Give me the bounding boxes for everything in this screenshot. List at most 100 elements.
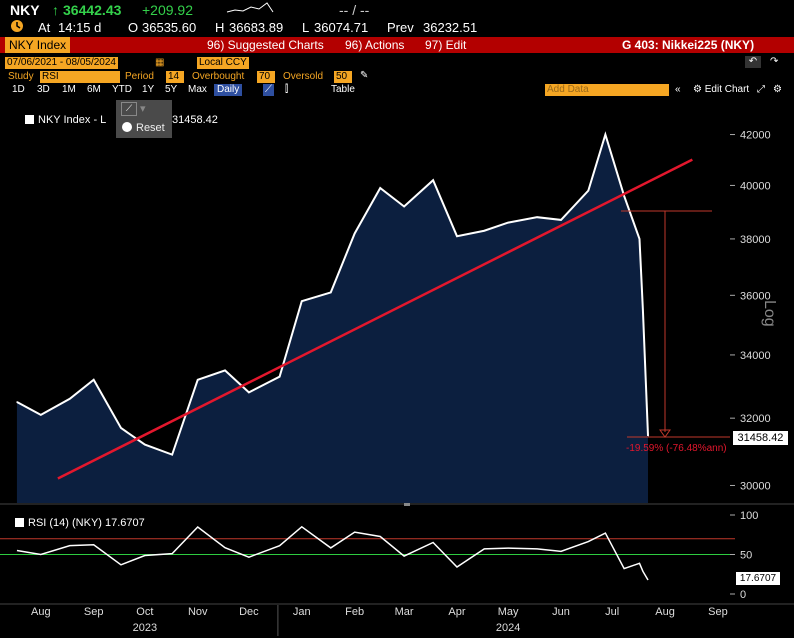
overbought-label: Overbought	[192, 71, 245, 82]
range-max[interactable]: Max	[188, 84, 207, 95]
at-label: At	[38, 20, 51, 35]
sparkline-icon	[225, 0, 275, 19]
rsi-legend[interactable]: RSI (14) (NKY) 17.6707	[15, 517, 145, 529]
rsi-tick-label: 0	[740, 589, 746, 601]
reset-button[interactable]: Reset	[122, 122, 165, 134]
redo-icon[interactable]: ↷	[770, 56, 779, 67]
chart-legend[interactable]: NKY Index - L 31458.42	[25, 114, 218, 132]
reset-panel: ⟋ ▾ Reset	[116, 100, 172, 138]
study-select[interactable]: RSI	[40, 71, 120, 83]
range-toolbar: 1D 3D 1M 6M YTD 1Y 5Y Max Daily ⟋ ⫿ Tabl…	[0, 83, 794, 97]
oversold-field[interactable]: 50	[334, 71, 352, 83]
high-value: 36683.89	[229, 20, 284, 35]
fullscreen-icon[interactable]: ⤢	[757, 84, 765, 95]
overbought-field[interactable]: 70	[257, 71, 275, 83]
rsi-swatch-icon	[15, 518, 24, 527]
x-tick-label: Jan	[293, 606, 311, 618]
period-label: Period	[125, 71, 154, 82]
zoom-icon[interactable]: ⟋	[121, 102, 137, 116]
settings-gear-icon[interactable]: ⚙	[773, 84, 782, 95]
rsi-line	[16, 525, 649, 581]
reset-label: Reset	[136, 122, 165, 134]
last-price: 36442.43	[63, 2, 122, 18]
quote-details: At 14:15 d O 36535.60 H 36683.89 L 36074…	[0, 18, 794, 36]
rsi-value-tag: 17.6707	[736, 572, 780, 585]
price-line	[16, 131, 650, 456]
x-tick-label: Nov	[188, 606, 208, 618]
range-ytd[interactable]: YTD	[112, 84, 132, 95]
collapse-icon[interactable]: «	[675, 84, 681, 95]
edit-menu[interactable]: 97) Edit	[425, 38, 467, 52]
x-tick-label: Sep	[708, 606, 728, 618]
y-tick-label: 34000	[740, 350, 771, 362]
date-range-field[interactable]: 07/06/2021 - 08/05/2024	[5, 57, 118, 69]
x-tick-label: Feb	[345, 606, 364, 618]
edit-chart-label: Edit Chart	[704, 84, 750, 95]
price-area	[16, 134, 649, 504]
x-tick-label: Mar	[395, 606, 414, 618]
drop-measure[interactable]: -19.59% (-76.48%ann)	[621, 210, 730, 454]
ticker-row: NKY ↑ 36442.43 +209.92 -- / --	[0, 0, 794, 20]
x-tick-label: Dec	[239, 606, 259, 618]
year-label: 2023	[133, 622, 157, 634]
period-field[interactable]: 14	[166, 71, 184, 83]
range-6m[interactable]: 6M	[87, 84, 101, 95]
prev-value: 36232.51	[423, 20, 478, 35]
suggested-charts-menu[interactable]: 96) Suggested Charts	[207, 38, 324, 52]
y-tick-label: 36000	[740, 290, 771, 302]
y-tick-label: 30000	[740, 480, 771, 492]
dropdown-icon[interactable]: ▾	[140, 103, 146, 115]
up-arrow-icon: ↑	[52, 2, 59, 18]
x-tick-label: May	[498, 606, 519, 618]
range-5y[interactable]: 5Y	[165, 84, 178, 95]
oversold-label: Oversold	[283, 71, 324, 82]
x-tick-label: Sep	[84, 606, 104, 618]
last-price-tag: 31458.42	[733, 431, 788, 445]
open-value: 36535.60	[142, 20, 197, 35]
x-tick-label: Apr	[448, 606, 465, 618]
x-tick-label: Oct	[136, 606, 153, 618]
clock-icon	[10, 19, 24, 36]
ticker-symbol[interactable]: NKY	[10, 2, 40, 18]
low-value: 36074.71	[314, 20, 369, 35]
currency-select[interactable]: Local CCY	[197, 57, 249, 69]
bar-chart-icon[interactable]: ⫿	[285, 84, 289, 95]
bid-ask: -- / --	[339, 2, 370, 18]
trendline[interactable]	[57, 158, 693, 480]
legend-value: 31458.42	[172, 114, 218, 126]
prev-label: Prev	[387, 20, 414, 35]
log-label: Log	[761, 300, 778, 327]
menu-bar: NKY Index 96) Suggested Charts 96) Actio…	[0, 37, 794, 53]
rsi-tick-label: 50	[740, 550, 752, 562]
legend-label: NKY Index - L	[38, 114, 107, 126]
price-chart[interactable]: -19.59% (-76.48%ann) 42000 40000 38000 3600…	[0, 97, 794, 638]
rsi-legend-label: RSI (14) (NKY) 17.6707	[28, 517, 145, 529]
edit-chart-button[interactable]: ⚙ Edit Chart	[693, 84, 750, 95]
line-chart-icon[interactable]: ⟋	[263, 84, 274, 96]
range-3d[interactable]: 3D	[37, 84, 50, 95]
pencil-icon[interactable]: ✎	[360, 70, 369, 81]
pane-splitter[interactable]	[404, 503, 410, 506]
reset-icon	[122, 122, 132, 132]
quote-time: 14:15 d	[58, 20, 102, 35]
net-change: +209.92	[142, 2, 193, 18]
range-1m[interactable]: 1M	[62, 84, 76, 95]
high-label: H	[215, 20, 225, 35]
year-label: 2024	[496, 622, 520, 634]
range-1y[interactable]: 1Y	[142, 84, 155, 95]
security-field[interactable]: NKY Index	[5, 37, 71, 53]
actions-menu[interactable]: 96) Actions	[345, 38, 405, 52]
open-label: O	[128, 20, 139, 35]
range-1d[interactable]: 1D	[12, 84, 25, 95]
undo-icon[interactable]: ↶	[745, 56, 761, 68]
y-tick-label: 38000	[740, 234, 771, 246]
add-data-field[interactable]: Add Data	[545, 84, 669, 96]
x-tick-label: Jun	[552, 606, 570, 618]
study-row: Study RSI Period 14 Overbought 70 Overso…	[0, 70, 794, 83]
y-tick-label: 40000	[740, 180, 771, 192]
table-button[interactable]: Table	[331, 84, 355, 95]
low-label: L	[302, 20, 310, 35]
frequency-select[interactable]: Daily	[214, 84, 243, 96]
drop-annotation: -19.59% (-76.48%ann)	[626, 443, 727, 454]
calendar-icon[interactable]: ▦	[155, 57, 165, 68]
